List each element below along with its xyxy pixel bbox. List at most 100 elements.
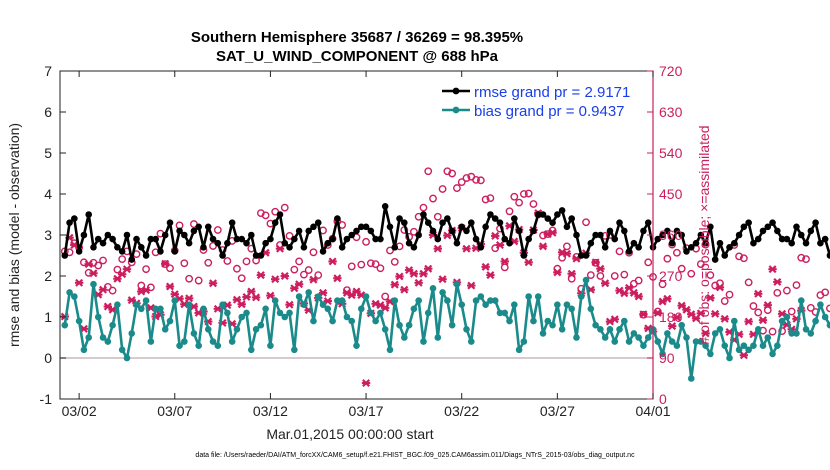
rmse-point (424, 219, 432, 226)
right-tick-label: 720 (659, 63, 683, 79)
obs-assimilated-point (596, 264, 605, 273)
obs-possible-point (644, 258, 653, 267)
obs-assimilated-point (266, 291, 275, 300)
rmse-point (621, 227, 628, 235)
rmse-point (166, 219, 174, 226)
bias-point (735, 346, 743, 354)
obs-assimilated-point (438, 275, 447, 284)
bias-point (563, 301, 571, 309)
bias-point (118, 346, 126, 354)
x-axis: 03/02 03/07 03/12 03/17 03/22 03/27 04/01 (62, 71, 671, 419)
bias-point (401, 334, 408, 341)
rmse-point (381, 203, 389, 210)
rmse-point (611, 235, 619, 243)
bias-point (75, 317, 83, 325)
rmse-point (453, 239, 461, 247)
obs-possible-point (720, 297, 729, 305)
rmse-point (463, 227, 470, 235)
obs-possible-point (821, 288, 830, 297)
obs-assimilated-point (524, 258, 533, 267)
obs-possible-point (610, 272, 619, 280)
obs-possible-layer (60, 167, 830, 336)
obs-possible-point (103, 283, 112, 291)
rmse-point (544, 215, 552, 222)
obs-possible-point (596, 272, 605, 280)
bias-point (453, 280, 461, 288)
bias-point (147, 338, 155, 345)
bias-point (582, 276, 590, 284)
obs-possible-point (749, 302, 758, 310)
bias-point (797, 297, 805, 304)
obs-assimilated-point (280, 272, 289, 280)
obs-assimilated-point (424, 264, 433, 273)
bias-point (343, 313, 351, 321)
bias-point (181, 338, 188, 345)
bias-point (592, 321, 599, 329)
rmse-point (573, 231, 580, 239)
bias-point (644, 334, 652, 341)
obs-possible-point (146, 283, 155, 292)
obs-assimilated-point (773, 277, 782, 286)
bias-point (511, 301, 518, 309)
obs-possible-point (462, 174, 471, 182)
rmse-point (745, 219, 752, 226)
rmse-point (228, 219, 236, 226)
obs-possible-point (453, 184, 461, 192)
rmse-point (85, 211, 92, 218)
obs-possible-point (194, 276, 203, 285)
rmse-point (209, 235, 217, 243)
obs-possible-point (371, 260, 380, 269)
rmse-point (501, 235, 509, 243)
bias-point (319, 301, 327, 309)
rmse-point (415, 231, 422, 239)
obs-assimilated-point (409, 269, 419, 278)
rmse-point (797, 231, 805, 239)
obs-possible-point (548, 226, 557, 235)
obs-possible-point (180, 259, 189, 268)
obs-assimilated-point (739, 351, 749, 360)
rmse-point (592, 231, 599, 239)
obs-possible-point (142, 265, 150, 274)
obs-possible-point (386, 246, 394, 255)
rmse-point (568, 215, 576, 222)
right-tick-label: 540 (659, 145, 683, 161)
rmse-point (109, 235, 116, 243)
y-tick-label: 4 (44, 186, 52, 202)
rmse-point (683, 248, 690, 255)
rmse-point (133, 235, 140, 243)
rmse-point (439, 219, 446, 226)
obs-assimilated-point (237, 300, 246, 309)
rmse-point (558, 207, 566, 214)
rmse-point (257, 252, 265, 259)
obs-possible-point (94, 261, 103, 270)
obs-possible-point (448, 169, 457, 178)
rmse-point (616, 219, 623, 226)
bias-point (66, 289, 73, 296)
bias-point (750, 342, 757, 350)
rmse-point (735, 231, 743, 239)
right-axis-label: # of obs: o=possible; ×=assimilated (696, 125, 712, 344)
rmse-point (185, 239, 193, 247)
bias-point (410, 305, 418, 313)
bias-point (276, 309, 284, 317)
obs-assimilated-point (285, 300, 294, 309)
rmse-point (788, 239, 795, 247)
rmse-point (267, 235, 274, 243)
rmse-point (286, 244, 293, 251)
rmse-point (673, 227, 681, 235)
bias-point (601, 334, 609, 341)
rmse-point (367, 227, 375, 235)
obs-possible-point (295, 257, 304, 266)
bias-point (424, 309, 432, 317)
bias-point (415, 297, 422, 304)
rmse-point (405, 239, 413, 247)
rmse-point (128, 256, 136, 263)
obs-possible-point (754, 308, 763, 317)
rmse-point (482, 223, 489, 231)
obs-possible-point (591, 258, 600, 267)
bias-point (300, 301, 308, 309)
bias-point (391, 297, 399, 304)
rmse-point (769, 219, 776, 226)
x-tick-label: 03/02 (62, 403, 97, 419)
bias-point (630, 330, 638, 337)
